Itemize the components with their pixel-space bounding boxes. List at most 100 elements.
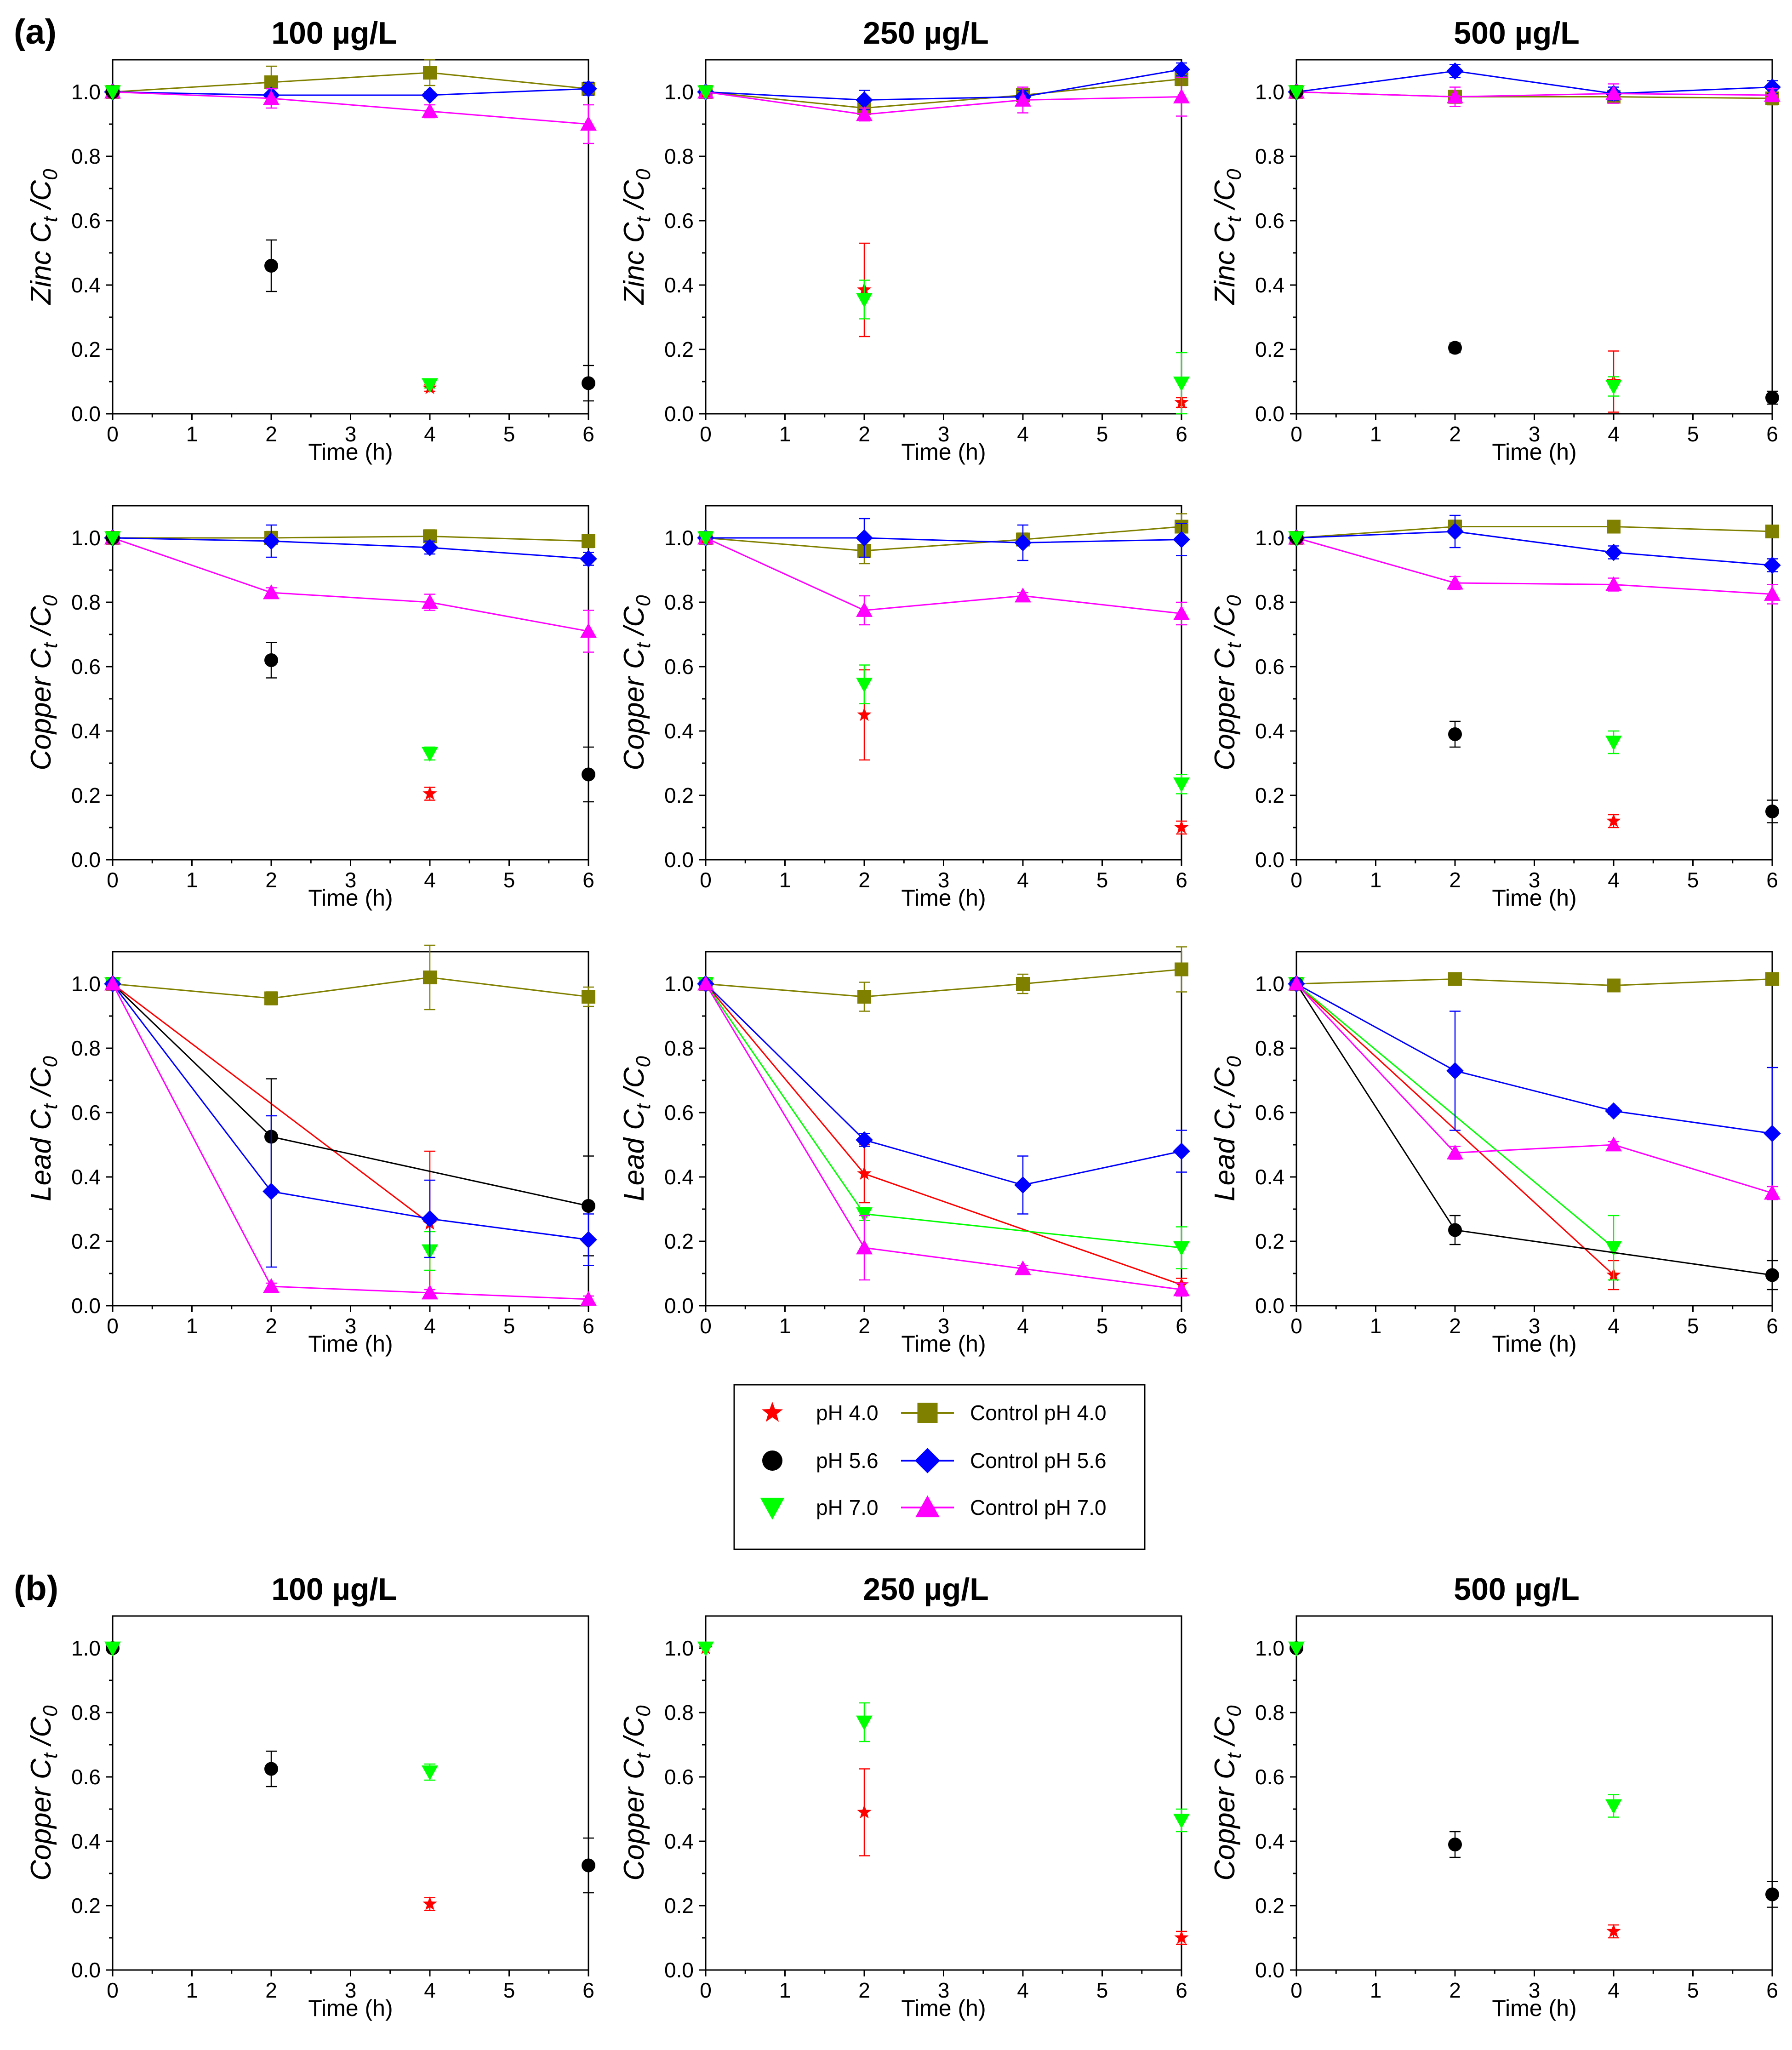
- y-tick-label: 0.2: [664, 783, 694, 807]
- series-ph-7-0: [1288, 1641, 1622, 1818]
- x-tick-label: 3: [938, 1978, 950, 2002]
- data-point: [1447, 575, 1463, 590]
- data-point: [1446, 1062, 1464, 1079]
- subplots: 0 1 2 3 4 5 6 0.0 0.2 0.4 0.6 0.8 1.0 Time (h) Zinc Ct…: [25, 59, 1781, 2021]
- x-tick-label: 1: [186, 868, 198, 892]
- series-line: [706, 537, 1182, 544]
- data-point: [1014, 534, 1032, 552]
- data-point: [264, 991, 278, 1005]
- x-axis-label: Time (h): [1492, 885, 1576, 911]
- x-axis-label: Time (h): [901, 885, 986, 911]
- series-control-ph-7-0: [104, 976, 597, 1306]
- data-point: [1764, 1185, 1781, 1200]
- y-tick-label: 1.0: [1255, 526, 1284, 550]
- x-tick-label: 1: [1370, 1314, 1382, 1338]
- series-control-ph-7-0: [697, 530, 1190, 626]
- data-point: [1174, 820, 1189, 834]
- series-ph-7-0: [104, 1641, 438, 1781]
- y-tick-label: 0.4: [664, 273, 694, 297]
- column-title-a-500: 500 µg/L: [1454, 16, 1580, 51]
- series-line: [112, 976, 589, 999]
- data-point: [582, 1199, 595, 1213]
- y-tick-label: 0.4: [71, 273, 101, 297]
- data-point: [263, 1182, 280, 1200]
- data-point: [422, 594, 438, 609]
- x-tick-label: 2: [858, 868, 870, 892]
- x-tick-label: 1: [1370, 868, 1382, 892]
- data-point: [582, 767, 595, 782]
- x-tick-label: 1: [779, 1978, 791, 2002]
- x-tick-label: 6: [582, 868, 594, 892]
- series-line: [112, 91, 589, 125]
- series-line: [1296, 978, 1773, 987]
- series-line: [1296, 531, 1773, 566]
- x-tick-label: 5: [1096, 868, 1108, 892]
- data-point: [1763, 1125, 1781, 1142]
- data-point: [1765, 972, 1779, 986]
- y-tick-label: 1.0: [664, 526, 694, 550]
- data-point: [856, 106, 873, 121]
- data-point: [1605, 576, 1622, 591]
- y-tick-label: 0.4: [71, 719, 101, 743]
- data-point: [857, 1804, 872, 1819]
- data-point: [422, 1765, 438, 1781]
- column-title-a-100: 100 µg/L: [271, 16, 397, 51]
- y-tick-label: 0.4: [664, 1165, 694, 1189]
- series-line: [112, 72, 589, 93]
- y-tick-label: 0.2: [71, 337, 101, 361]
- data-point: [582, 376, 595, 390]
- x-tick-label: 4: [1608, 1314, 1620, 1338]
- data-point: [1448, 972, 1462, 986]
- legend-box: [733, 1384, 1146, 1550]
- data-point: [856, 91, 873, 109]
- x-tick-label: 3: [1529, 1314, 1541, 1338]
- series-line: [705, 983, 1182, 1186]
- legend-marker: [762, 1401, 783, 1422]
- series-line: [1296, 537, 1773, 595]
- x-tick-label: 5: [1687, 422, 1699, 446]
- data-point: [1607, 520, 1621, 534]
- series-line: [705, 983, 1182, 1291]
- data-point: [1764, 87, 1781, 102]
- y-tick-label: 0.6: [1255, 1101, 1284, 1125]
- y-tick-label: 0.4: [1255, 719, 1284, 743]
- x-axis-label: Time (h): [1492, 439, 1576, 465]
- series-line: [1296, 91, 1773, 98]
- y-axis-label: Lead Ct /C0: [618, 1056, 655, 1201]
- data-point: [1288, 85, 1305, 100]
- x-tick-label: 2: [265, 868, 277, 892]
- x-tick-label: 3: [938, 1314, 950, 1338]
- data-point: [857, 707, 872, 721]
- y-tick-label: 0.6: [71, 655, 101, 679]
- series-line: [112, 983, 589, 1300]
- data-point: [580, 116, 597, 131]
- y-tick-label: 0.0: [664, 1958, 694, 1982]
- data-point: [264, 259, 278, 273]
- series-ph-7-0: [1288, 531, 1622, 754]
- plot-a-lead-100-g-l: 0 1 2 3 4 5 6 0.0 0.2 0.4 0.6 0.8 1.0 Time (h) Lead Ct…: [25, 944, 597, 1357]
- x-tick-label: 1: [779, 1314, 791, 1338]
- legend-label: Control pH 7.0: [970, 1496, 1107, 1519]
- x-tick-label: 5: [1096, 1978, 1108, 2002]
- series-line: [705, 969, 1182, 998]
- data-point: [421, 1210, 439, 1228]
- data-point: [264, 1762, 278, 1776]
- data-point: [856, 602, 873, 617]
- data-point: [856, 1131, 873, 1149]
- data-point: [104, 531, 121, 546]
- series-line: [705, 537, 1182, 614]
- legend-label: pH 5.6: [816, 1449, 879, 1473]
- data-point: [104, 976, 121, 991]
- data-point: [1605, 380, 1622, 395]
- data-point: [1605, 1136, 1622, 1152]
- plot-a-copper-500-g-l: 0 1 2 3 4 5 6 0.0 0.2 0.4 0.6 0.8 1.0 Time (h) Copper …: [1209, 505, 1781, 911]
- data-point: [857, 990, 871, 1004]
- data-point: [1765, 391, 1779, 405]
- y-axis-label: Zinc Ct /C0: [1209, 169, 1245, 306]
- x-tick-label: 2: [1449, 1314, 1461, 1338]
- data-point: [1173, 1142, 1190, 1160]
- y-tick-label: 0.0: [1255, 848, 1284, 872]
- data-point: [1765, 1887, 1779, 1902]
- y-axis-label: Zinc Ct /C0: [618, 169, 655, 306]
- data-point: [856, 1239, 873, 1255]
